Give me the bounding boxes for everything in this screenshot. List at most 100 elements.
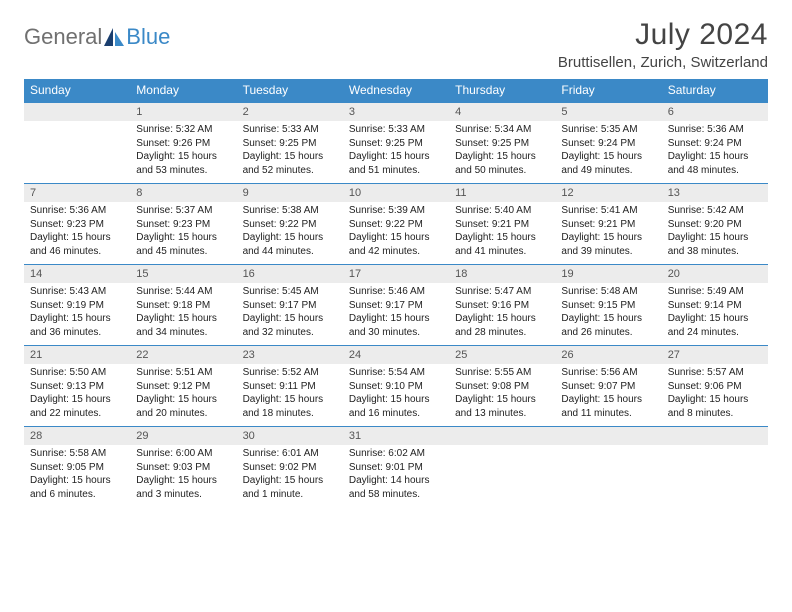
day-info-cell: Sunrise: 5:54 AMSunset: 9:10 PMDaylight:… xyxy=(343,364,449,427)
date-cell: 6 xyxy=(662,102,768,121)
day-info-cell: Sunrise: 5:33 AMSunset: 9:25 PMDaylight:… xyxy=(237,121,343,184)
date-number: 29 xyxy=(136,430,148,442)
col-wednesday: Wednesday xyxy=(343,79,449,102)
date-number: 27 xyxy=(668,349,680,361)
sunrise-text: Sunrise: 5:33 AM xyxy=(243,123,337,137)
calendar-table: Sunday Monday Tuesday Wednesday Thursday… xyxy=(24,79,768,507)
sunset-text: Sunset: 9:16 PM xyxy=(455,299,549,313)
day-info-cell: Sunrise: 5:36 AMSunset: 9:24 PMDaylight:… xyxy=(662,121,768,184)
week-info-row: Sunrise: 5:36 AMSunset: 9:23 PMDaylight:… xyxy=(24,202,768,265)
day-info-cell: Sunrise: 5:46 AMSunset: 9:17 PMDaylight:… xyxy=(343,283,449,346)
empty-info-cell xyxy=(555,445,661,507)
date-cell: 27 xyxy=(662,346,768,365)
empty-date-cell xyxy=(24,102,130,121)
date-number: 13 xyxy=(668,187,680,199)
sunset-text: Sunset: 9:19 PM xyxy=(30,299,124,313)
date-number: 11 xyxy=(455,187,466,199)
header: General Blue July 2024 Bruttisellen, Zur… xyxy=(24,18,768,71)
title-block: July 2024 Bruttisellen, Zurich, Switzerl… xyxy=(558,18,768,71)
sunset-text: Sunset: 9:23 PM xyxy=(136,218,230,232)
day-info-cell: Sunrise: 5:49 AMSunset: 9:14 PMDaylight:… xyxy=(662,283,768,346)
daylight-text-1: Daylight: 15 hours xyxy=(668,312,762,326)
calendar-body: 123456Sunrise: 5:32 AMSunset: 9:26 PMDay… xyxy=(24,102,768,507)
day-info-cell: Sunrise: 5:36 AMSunset: 9:23 PMDaylight:… xyxy=(24,202,130,265)
daylight-text-1: Daylight: 15 hours xyxy=(455,393,549,407)
date-number: 2 xyxy=(243,106,249,118)
daylight-text-2: and 45 minutes. xyxy=(136,245,230,259)
sunrise-text: Sunrise: 5:45 AM xyxy=(243,285,337,299)
daylight-text-1: Daylight: 15 hours xyxy=(668,393,762,407)
daylight-text-2: and 58 minutes. xyxy=(349,488,443,502)
date-cell: 22 xyxy=(130,346,236,365)
date-cell: 20 xyxy=(662,265,768,284)
date-cell: 10 xyxy=(343,184,449,203)
daylight-text-2: and 22 minutes. xyxy=(30,407,124,421)
daylight-text-1: Daylight: 15 hours xyxy=(136,231,230,245)
date-cell: 28 xyxy=(24,427,130,446)
date-number: 23 xyxy=(243,349,255,361)
date-cell: 4 xyxy=(449,102,555,121)
date-number: 14 xyxy=(30,268,42,280)
sunrise-text: Sunrise: 5:35 AM xyxy=(561,123,655,137)
page-title: July 2024 xyxy=(558,18,768,52)
day-info-cell: Sunrise: 5:51 AMSunset: 9:12 PMDaylight:… xyxy=(130,364,236,427)
date-cell: 11 xyxy=(449,184,555,203)
date-number: 22 xyxy=(136,349,148,361)
date-cell: 30 xyxy=(237,427,343,446)
date-cell: 29 xyxy=(130,427,236,446)
sunset-text: Sunset: 9:21 PM xyxy=(455,218,549,232)
daylight-text-1: Daylight: 15 hours xyxy=(561,231,655,245)
sunrise-text: Sunrise: 6:02 AM xyxy=(349,447,443,461)
day-info-cell: Sunrise: 5:35 AMSunset: 9:24 PMDaylight:… xyxy=(555,121,661,184)
date-cell: 8 xyxy=(130,184,236,203)
sunset-text: Sunset: 9:26 PM xyxy=(136,137,230,151)
daylight-text-2: and 44 minutes. xyxy=(243,245,337,259)
sunset-text: Sunset: 9:12 PM xyxy=(136,380,230,394)
empty-info-cell xyxy=(449,445,555,507)
sunrise-text: Sunrise: 5:58 AM xyxy=(30,447,124,461)
daylight-text-1: Daylight: 15 hours xyxy=(349,312,443,326)
date-number: 31 xyxy=(349,430,361,442)
sunrise-text: Sunrise: 6:00 AM xyxy=(136,447,230,461)
sunrise-text: Sunrise: 5:57 AM xyxy=(668,366,762,380)
day-info-cell: Sunrise: 6:02 AMSunset: 9:01 PMDaylight:… xyxy=(343,445,449,507)
logo-sail-icon xyxy=(104,28,124,46)
date-cell: 9 xyxy=(237,184,343,203)
date-number: 10 xyxy=(349,187,361,199)
sunset-text: Sunset: 9:07 PM xyxy=(561,380,655,394)
date-number: 24 xyxy=(349,349,361,361)
calendar-page: General Blue July 2024 Bruttisellen, Zur… xyxy=(0,0,792,507)
date-cell: 21 xyxy=(24,346,130,365)
sunset-text: Sunset: 9:03 PM xyxy=(136,461,230,475)
date-cell: 16 xyxy=(237,265,343,284)
day-info-cell: Sunrise: 5:38 AMSunset: 9:22 PMDaylight:… xyxy=(237,202,343,265)
date-cell: 31 xyxy=(343,427,449,446)
sunset-text: Sunset: 9:24 PM xyxy=(668,137,762,151)
week-dates-row: 21222324252627 xyxy=(24,346,768,365)
location: Bruttisellen, Zurich, Switzerland xyxy=(558,54,768,71)
daylight-text-1: Daylight: 15 hours xyxy=(349,150,443,164)
daylight-text-1: Daylight: 15 hours xyxy=(30,312,124,326)
sunset-text: Sunset: 9:05 PM xyxy=(30,461,124,475)
daylight-text-1: Daylight: 15 hours xyxy=(561,393,655,407)
date-number: 1 xyxy=(136,106,142,118)
daylight-text-1: Daylight: 15 hours xyxy=(243,474,337,488)
daylight-text-2: and 13 minutes. xyxy=(455,407,549,421)
day-info-cell: Sunrise: 5:37 AMSunset: 9:23 PMDaylight:… xyxy=(130,202,236,265)
daylight-text-1: Daylight: 14 hours xyxy=(349,474,443,488)
sunset-text: Sunset: 9:14 PM xyxy=(668,299,762,313)
date-cell: 7 xyxy=(24,184,130,203)
sunrise-text: Sunrise: 5:51 AM xyxy=(136,366,230,380)
sunrise-text: Sunrise: 5:56 AM xyxy=(561,366,655,380)
sunrise-text: Sunrise: 5:47 AM xyxy=(455,285,549,299)
day-info-cell: Sunrise: 6:00 AMSunset: 9:03 PMDaylight:… xyxy=(130,445,236,507)
daylight-text-2: and 52 minutes. xyxy=(243,164,337,178)
daylight-text-2: and 48 minutes. xyxy=(668,164,762,178)
day-info-cell: Sunrise: 5:42 AMSunset: 9:20 PMDaylight:… xyxy=(662,202,768,265)
daylight-text-2: and 20 minutes. xyxy=(136,407,230,421)
date-cell: 13 xyxy=(662,184,768,203)
daylight-text-2: and 49 minutes. xyxy=(561,164,655,178)
daylight-text-2: and 42 minutes. xyxy=(349,245,443,259)
date-number: 17 xyxy=(349,268,361,280)
date-number: 30 xyxy=(243,430,255,442)
